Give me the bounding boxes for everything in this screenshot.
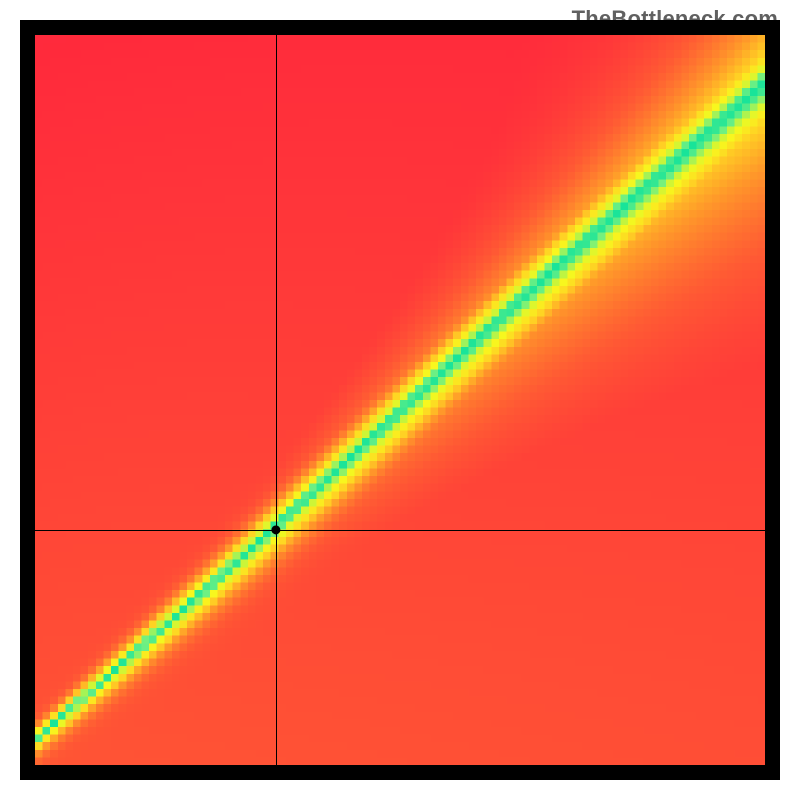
frame-right bbox=[765, 20, 780, 780]
frame-left bbox=[20, 20, 35, 780]
crosshair-overlay bbox=[35, 35, 765, 765]
frame-bottom bbox=[20, 765, 780, 780]
chart-container: TheBottleneck.com bbox=[0, 0, 800, 800]
frame-top bbox=[20, 20, 780, 35]
